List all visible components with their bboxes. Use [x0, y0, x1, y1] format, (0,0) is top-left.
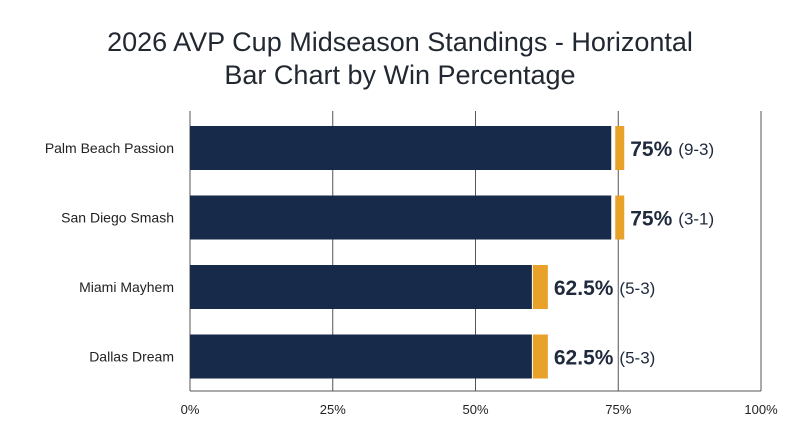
bar-2 — [190, 265, 532, 309]
bar-0 — [190, 126, 612, 170]
chart-title: 2026 AVP Cup Midseason Standings - Horiz… — [0, 26, 800, 92]
record-label-2: (5-3) — [619, 279, 655, 298]
value-label-2: 62.5% — [554, 277, 614, 300]
record-label-3: (5-3) — [619, 349, 655, 368]
bar-accent-1 — [615, 195, 625, 240]
bar-1 — [190, 195, 612, 240]
x-tick-label-4: 100% — [744, 402, 778, 417]
bar-accent-2 — [532, 265, 548, 309]
category-label-3: Dallas Dream — [89, 349, 174, 365]
bar-accent-3 — [532, 334, 548, 379]
x-tick-label-0: 0% — [181, 402, 200, 417]
x-tick-label-3: 75% — [605, 402, 631, 417]
record-label-0: (9-3) — [678, 140, 714, 159]
category-label-0: Palm Beach Passion — [45, 140, 174, 156]
chart-title-line-2: Bar Chart by Win Percentage — [224, 60, 576, 90]
x-tick-label-1: 25% — [320, 402, 346, 417]
value-label-0: 75% — [630, 138, 672, 161]
category-label-1: San Diego Smash — [61, 210, 174, 226]
bar-accent-0 — [615, 126, 625, 170]
x-tick-label-2: 50% — [462, 402, 488, 417]
chart-title-line-1: 2026 AVP Cup Midseason Standings - Horiz… — [107, 27, 693, 57]
bar-3 — [190, 334, 532, 379]
record-label-1: (3-1) — [678, 210, 714, 229]
value-label-1: 75% — [630, 208, 672, 231]
value-label-3: 62.5% — [554, 347, 614, 370]
category-label-2: Miami Mayhem — [79, 279, 174, 295]
